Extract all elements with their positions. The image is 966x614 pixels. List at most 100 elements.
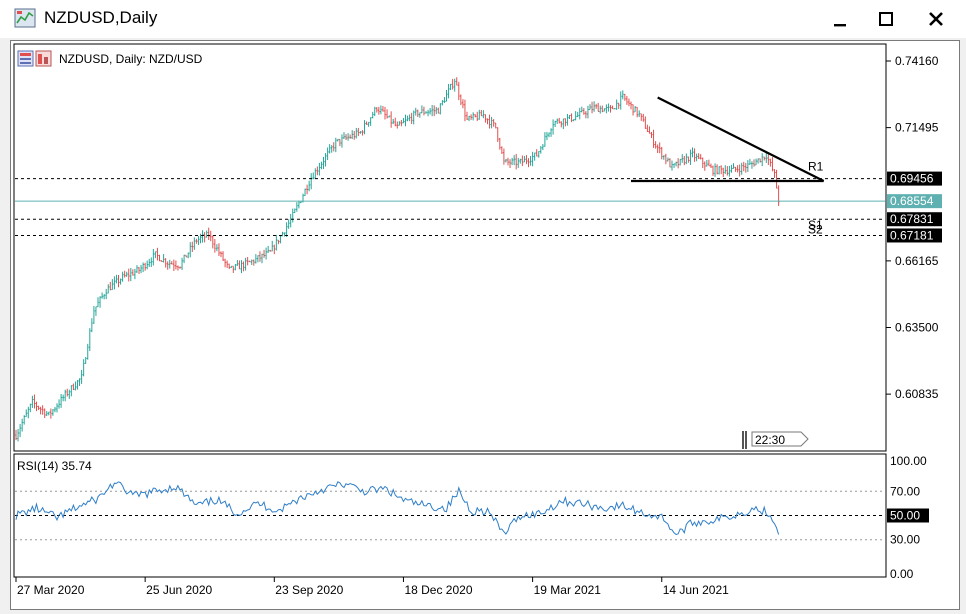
- level-lines: R1 0.69456 0.68554 S1 0.67831 S2 0.67181: [15, 160, 942, 243]
- candle: [628, 98, 630, 107]
- candle: [535, 149, 538, 157]
- candle: [306, 184, 308, 195]
- candle: [275, 234, 278, 251]
- candle: [701, 157, 704, 169]
- candle: [462, 99, 464, 109]
- candle: [398, 121, 401, 126]
- candle: [449, 83, 452, 90]
- candle: [421, 105, 423, 114]
- candle: [730, 164, 733, 173]
- candle: [685, 153, 688, 165]
- candle: [47, 411, 50, 416]
- candle: [640, 113, 643, 121]
- candle: [558, 117, 561, 124]
- candle: [623, 93, 626, 101]
- candle: [80, 369, 83, 384]
- candle: [472, 112, 475, 121]
- rsi-scale[interactable]: 100.00 70.00 50.00 30.00 0.00: [887, 454, 929, 581]
- candle: [681, 154, 684, 163]
- candle: [115, 274, 118, 284]
- candle: [595, 103, 598, 109]
- candle: [646, 124, 649, 132]
- candle: [765, 153, 768, 163]
- candle: [330, 145, 333, 153]
- candle: [66, 388, 69, 397]
- candle: [146, 260, 149, 270]
- market-depth-icon[interactable]: [35, 50, 52, 67]
- price-tag-S2: 0.67181: [890, 228, 934, 242]
- candle: [457, 81, 460, 101]
- candle: [86, 343, 89, 360]
- candle: [386, 109, 388, 119]
- candle: [203, 232, 206, 243]
- candle: [62, 394, 65, 402]
- candle: [642, 113, 645, 122]
- price-label: 0.71495: [895, 121, 939, 135]
- candle: [109, 281, 112, 291]
- candle: [459, 94, 462, 106]
- candle: [478, 109, 481, 120]
- candle: [490, 116, 493, 129]
- price-label: 0.74160: [895, 54, 939, 68]
- candle: [414, 107, 417, 116]
- minimize-button[interactable]: [818, 4, 862, 34]
- candle: [515, 153, 518, 170]
- candle: [76, 380, 79, 390]
- candle: [662, 155, 665, 160]
- candle: [41, 405, 44, 415]
- candle: [60, 393, 62, 408]
- candle: [691, 147, 694, 158]
- candle: [25, 409, 28, 418]
- maximize-button[interactable]: [864, 4, 908, 34]
- candle: [175, 260, 177, 270]
- candle: [484, 114, 487, 123]
- chart-window[interactable]: NZDUSD, Daily: NZD/USD 0.74160 0.71495 0.6…: [10, 40, 960, 610]
- candle: [111, 279, 114, 291]
- candle: [722, 167, 725, 177]
- candle: [31, 395, 34, 408]
- candle: [757, 158, 759, 164]
- candle: [166, 261, 169, 270]
- candle: [531, 151, 534, 167]
- close-button[interactable]: [914, 4, 958, 34]
- candle: [181, 257, 183, 270]
- candle: [304, 188, 306, 197]
- candle: [293, 208, 296, 214]
- candle: [160, 260, 163, 262]
- candle: [259, 251, 261, 262]
- candles: [15, 77, 780, 442]
- candle: [314, 168, 317, 179]
- candle: [269, 249, 272, 252]
- price-panel[interactable]: [13, 43, 887, 452]
- chart-canvas[interactable]: NZDUSD, Daily: NZD/USD 0.74160 0.71495 0.6…: [11, 41, 959, 609]
- candle: [336, 138, 339, 142]
- candle: [365, 121, 368, 125]
- candle: [220, 251, 222, 258]
- date-axis[interactable]: 27 Mar 2020 25 Jun 2020 23 Sep 2020 18 Dec …: [15, 577, 729, 597]
- candle: [355, 127, 358, 139]
- candle: [154, 251, 157, 259]
- candle: [566, 113, 569, 126]
- date-label: 23 Sep 2020: [275, 583, 343, 597]
- rsi-scale-label: 0.00: [890, 567, 914, 581]
- candle: [677, 158, 680, 169]
- trade-panel-icon[interactable]: [17, 50, 34, 67]
- candle: [736, 165, 739, 173]
- date-label: 27 Mar 2020: [17, 583, 85, 597]
- price-scale[interactable]: 0.74160 0.71495 0.66165 0.63500 0.60835: [886, 54, 939, 401]
- date-label: 25 Jun 2020: [146, 583, 212, 597]
- candle: [396, 121, 399, 129]
- candle: [749, 158, 751, 165]
- candle: [539, 146, 542, 154]
- candle: [498, 137, 501, 150]
- candle: [603, 108, 606, 112]
- candle: [480, 109, 483, 117]
- triangle-upper-line[interactable]: [657, 96, 825, 182]
- candle: [660, 146, 663, 160]
- date-label: 14 Jun 2021: [663, 583, 729, 597]
- candle: [373, 106, 376, 117]
- candle: [601, 105, 604, 113]
- candle: [771, 157, 774, 172]
- candle: [406, 115, 409, 122]
- candle: [27, 406, 30, 419]
